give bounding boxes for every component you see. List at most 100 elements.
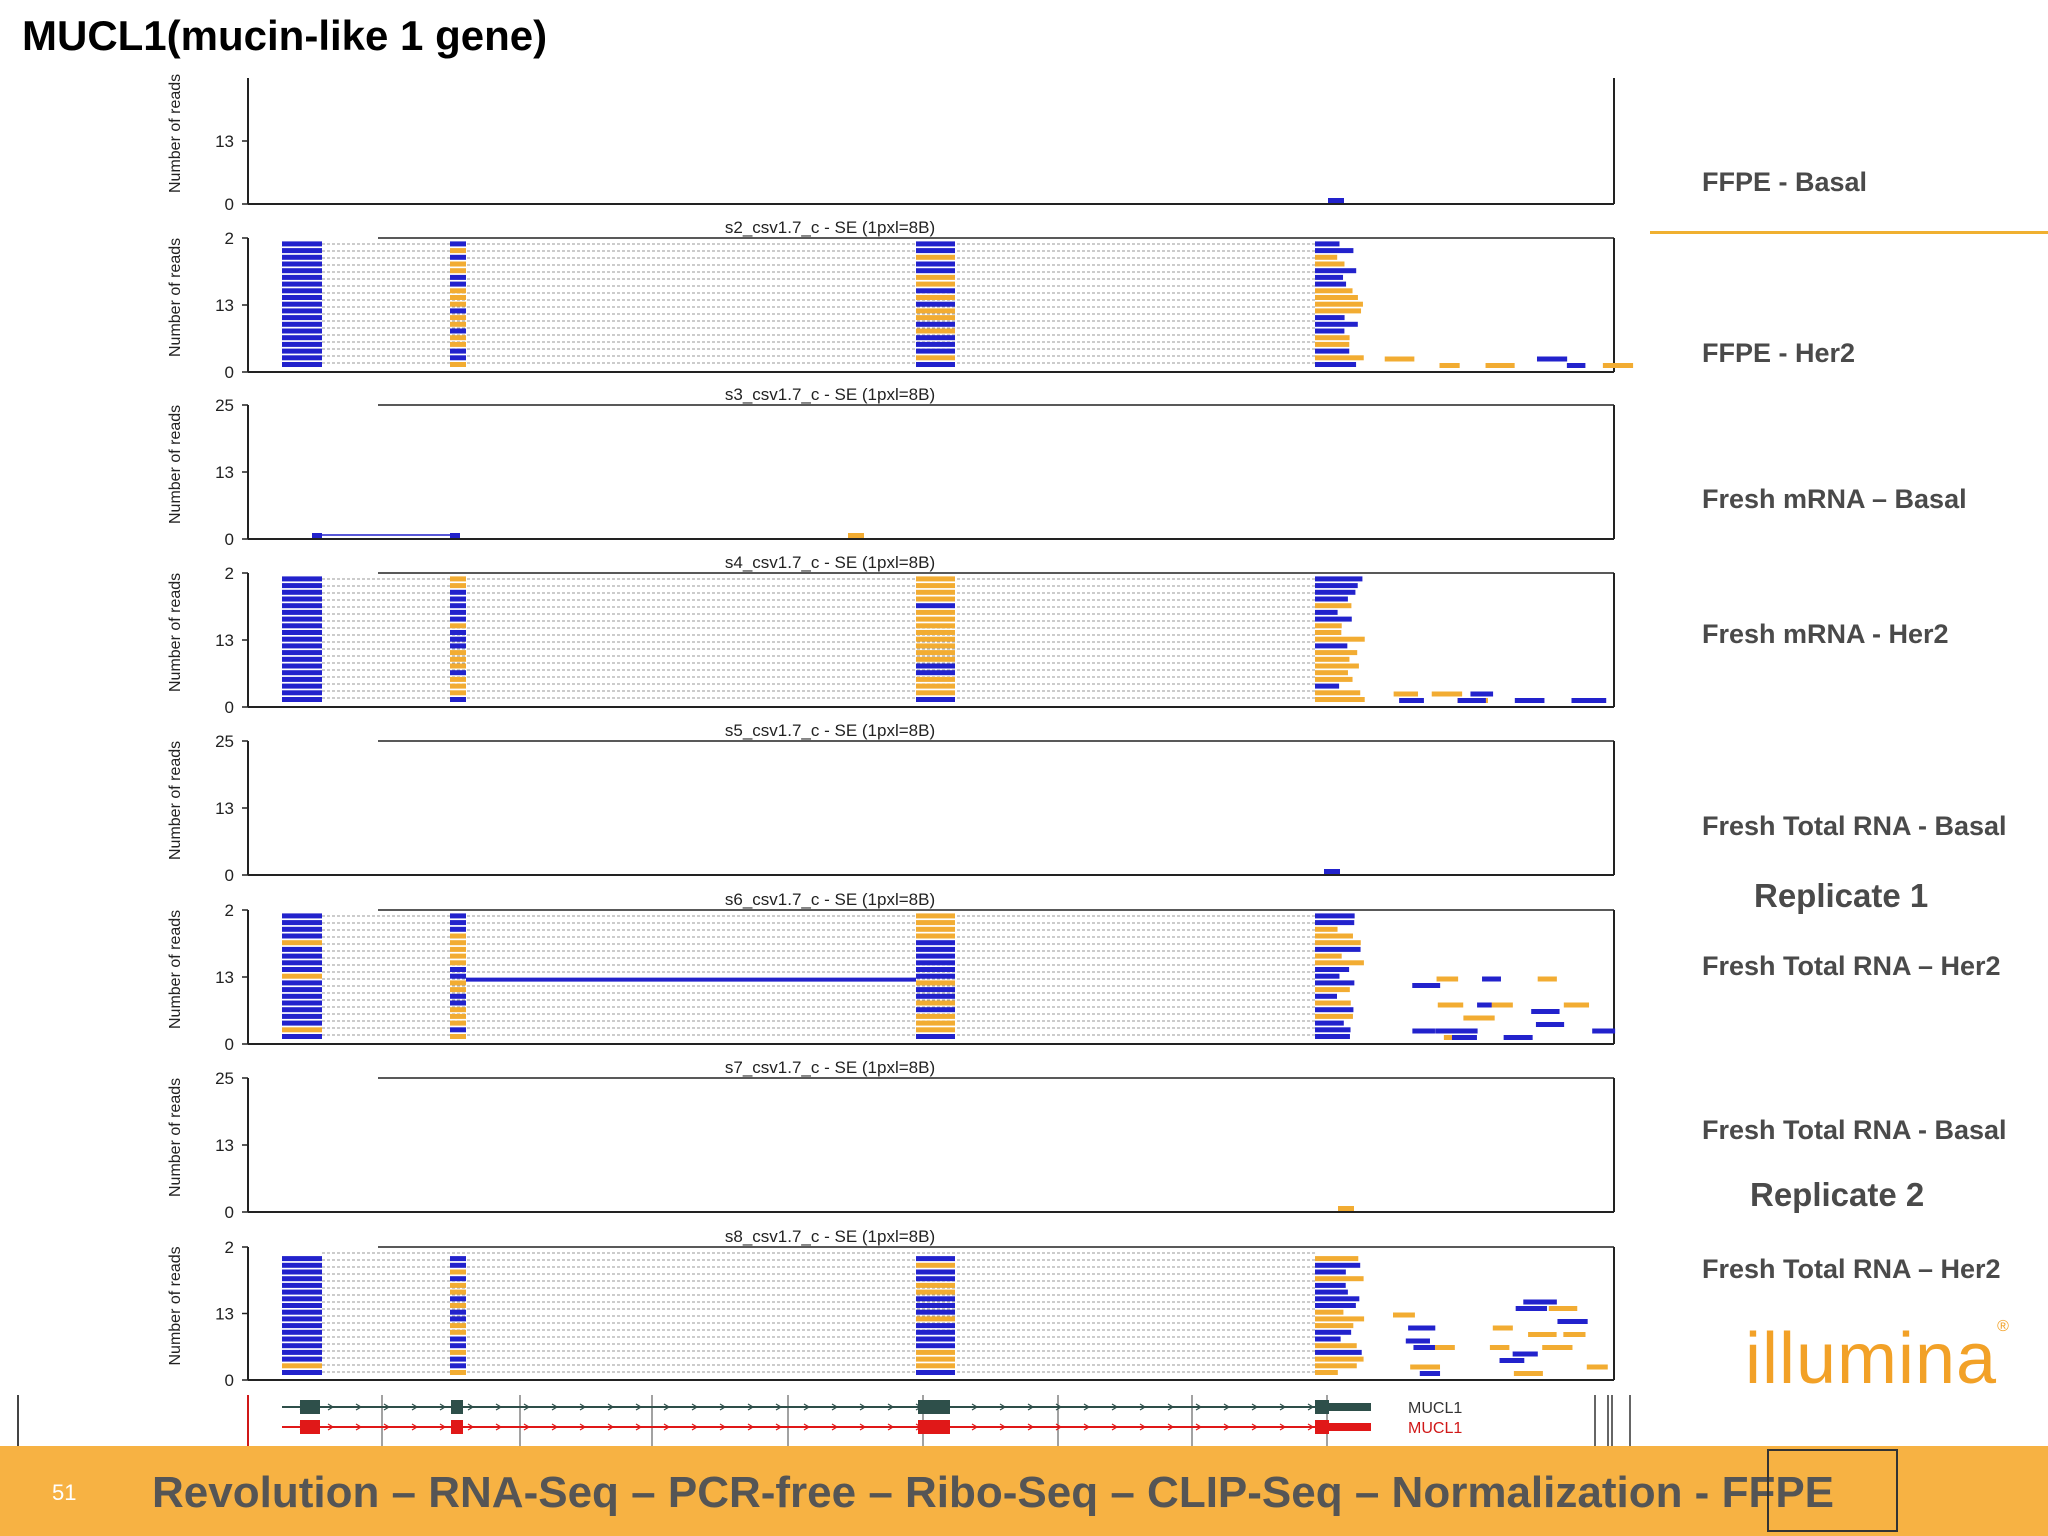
exon-read bbox=[282, 281, 322, 287]
gene-model-1-exon bbox=[300, 1400, 320, 1414]
exon-read bbox=[282, 933, 322, 939]
exon-read bbox=[450, 960, 466, 966]
exon-read bbox=[916, 636, 955, 642]
gene-model-1-strand-arrow bbox=[607, 1403, 615, 1411]
scattered-read bbox=[1453, 1028, 1478, 1034]
exon-read bbox=[282, 1276, 322, 1282]
exon-read bbox=[916, 650, 955, 656]
gene-model-1-exon bbox=[451, 1400, 463, 1414]
exon-read bbox=[450, 967, 466, 972]
exon-read bbox=[916, 1282, 955, 1288]
gene-model-2-strand-arrow bbox=[747, 1423, 755, 1431]
gene-model-2-strand-arrow bbox=[887, 1423, 895, 1431]
exon-read bbox=[282, 301, 322, 307]
exon-read bbox=[282, 1309, 322, 1315]
exon-read bbox=[916, 663, 955, 669]
exon-read bbox=[916, 623, 955, 629]
exon-read bbox=[450, 1013, 466, 1019]
exon-read bbox=[450, 1316, 466, 1322]
gene-model-2-strand-arrow bbox=[1111, 1423, 1119, 1431]
exon-read bbox=[450, 946, 466, 952]
y-tick-label: 0 bbox=[225, 1203, 234, 1222]
gene-model-1-strand-arrow bbox=[747, 1403, 755, 1411]
exon-read bbox=[282, 248, 322, 254]
gene-model-1-strand-arrow bbox=[831, 1403, 839, 1411]
y-axis-label: Number of reads bbox=[167, 1246, 184, 1365]
exon-read bbox=[1315, 953, 1342, 959]
exon-read bbox=[916, 697, 955, 702]
exon-read bbox=[282, 987, 322, 993]
scattered-read bbox=[1485, 363, 1515, 368]
exon-read bbox=[450, 576, 466, 582]
exon-read bbox=[916, 288, 955, 294]
gene-model-1-strand-arrow bbox=[691, 1403, 699, 1411]
exon-read bbox=[450, 1282, 466, 1288]
exon-read bbox=[1315, 1027, 1351, 1033]
track-header-s4: s4_csv1.7_c - SE (1pxl=8B) bbox=[725, 553, 935, 572]
scattered-read bbox=[1384, 356, 1415, 362]
exon-read bbox=[916, 1343, 955, 1349]
exon-read bbox=[450, 1296, 466, 1302]
exon-read bbox=[450, 603, 466, 609]
exon-read bbox=[916, 1007, 955, 1013]
scattered-read bbox=[1499, 1358, 1525, 1363]
scattered-read bbox=[1531, 1009, 1560, 1014]
exon-read bbox=[450, 1303, 466, 1308]
exon-read bbox=[450, 1329, 466, 1335]
scattered-read bbox=[1457, 698, 1486, 703]
gene-model-2-strand-arrow bbox=[1279, 1423, 1287, 1431]
y-tick-label: 25 bbox=[215, 396, 234, 415]
exon-read bbox=[450, 980, 466, 986]
exon-read bbox=[450, 913, 466, 919]
exon-read bbox=[1315, 987, 1350, 993]
gene-model-1-strand-arrow bbox=[439, 1403, 447, 1411]
exon-read bbox=[1315, 697, 1365, 702]
exon-read bbox=[282, 609, 322, 615]
scattered-read bbox=[1470, 691, 1494, 697]
exon-read bbox=[916, 960, 955, 966]
exon-read bbox=[1315, 341, 1350, 347]
exon-read bbox=[1315, 301, 1363, 307]
exon-read bbox=[1315, 261, 1345, 267]
scattered-read bbox=[1563, 1002, 1590, 1008]
exon-read bbox=[1315, 1256, 1359, 1262]
y-tick-label: 0 bbox=[225, 1035, 234, 1054]
exon-read bbox=[1315, 643, 1348, 649]
exon-read bbox=[1315, 589, 1356, 595]
gene-name-2: MUCL1 bbox=[1408, 1420, 1462, 1437]
scattered-read bbox=[1437, 1002, 1464, 1008]
gene-model-1-strand-arrow bbox=[1139, 1403, 1147, 1411]
exon-read bbox=[282, 335, 322, 341]
exon-read bbox=[282, 980, 322, 986]
exon-read bbox=[916, 1289, 955, 1295]
exon-read bbox=[282, 993, 322, 999]
exon-read bbox=[1315, 254, 1338, 260]
track-header-s5: s5_csv1.7_c - SE (1pxl=8B) bbox=[725, 721, 935, 740]
exon-read bbox=[450, 288, 466, 294]
y-tick-label: 2 bbox=[225, 229, 234, 248]
exon-read bbox=[282, 603, 322, 609]
exon-read bbox=[916, 1269, 955, 1275]
exon-read bbox=[916, 1309, 955, 1315]
exon-read bbox=[282, 920, 322, 926]
scattered-read bbox=[1435, 1028, 1458, 1034]
exon-read bbox=[916, 926, 955, 932]
replicate-label-2: Replicate 2 bbox=[1750, 1176, 1925, 1213]
exon-read bbox=[450, 321, 466, 327]
exon-read bbox=[1315, 1356, 1364, 1362]
exon-read bbox=[282, 1020, 322, 1026]
y-tick-label: 0 bbox=[225, 866, 234, 885]
exon-read bbox=[282, 1303, 322, 1308]
exon-read bbox=[1315, 596, 1348, 602]
exon-read bbox=[916, 670, 955, 676]
exon-read bbox=[450, 663, 466, 669]
track-header-s2: s2_csv1.7_c - SE (1pxl=8B) bbox=[725, 218, 935, 237]
exon-read bbox=[1315, 1000, 1351, 1006]
gene-model-1-strand-arrow bbox=[999, 1403, 1007, 1411]
exon-read bbox=[916, 603, 955, 609]
gene-model-1-strand-arrow bbox=[495, 1403, 503, 1411]
exon-read bbox=[916, 348, 955, 354]
gene-model-1-strand-arrow bbox=[803, 1403, 811, 1411]
exon-read bbox=[916, 1262, 955, 1268]
exon-read bbox=[450, 1007, 466, 1013]
